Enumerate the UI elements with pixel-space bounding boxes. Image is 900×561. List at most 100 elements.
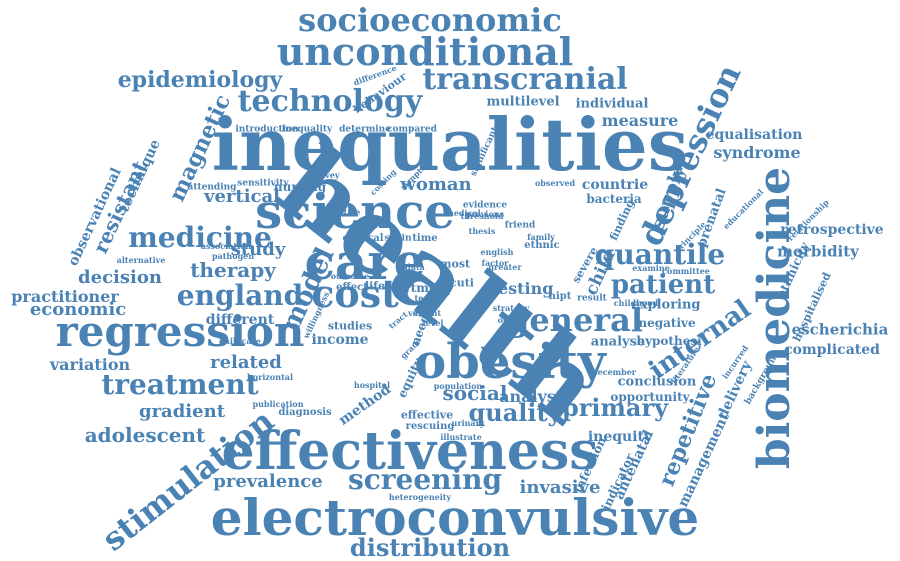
word-data: data xyxy=(405,262,425,272)
word-effectiveness: effectiveness xyxy=(221,421,599,482)
word-social: social xyxy=(442,381,508,405)
word-nipt: nipt xyxy=(548,291,572,302)
word-english: english xyxy=(480,247,514,257)
word-general: general xyxy=(506,301,644,339)
word-introduction: introduction xyxy=(235,124,299,135)
word-attending: attending xyxy=(187,182,237,193)
word-population: population xyxy=(433,381,483,391)
word-value: value xyxy=(408,308,432,318)
word-friend: friend xyxy=(504,220,536,231)
word-effective: effective xyxy=(400,408,454,422)
word-life: life xyxy=(364,279,386,293)
word-medical: medical xyxy=(445,208,481,218)
word-inequalities: inequalities xyxy=(211,102,689,187)
word-quality: quality xyxy=(468,398,562,427)
word-thesis: thesis xyxy=(468,226,496,236)
word-study: study xyxy=(230,239,286,260)
word-quantile: quantile xyxy=(594,238,726,271)
word-exploring: exploring xyxy=(631,297,701,313)
word-outcome: outcome xyxy=(330,271,370,281)
word-income: income xyxy=(311,332,369,348)
word-effect: effect xyxy=(336,282,368,293)
word-science: science xyxy=(255,184,455,240)
word-practice: practice xyxy=(323,207,361,217)
word-unconditional: unconditional xyxy=(276,29,574,74)
word-threshold: threshold xyxy=(460,211,504,221)
word-family: family xyxy=(527,232,555,242)
word-regression: regression xyxy=(55,307,305,356)
word-result: result xyxy=(577,293,607,304)
word-medicine: medicine xyxy=(128,221,272,254)
word-measure: measure xyxy=(601,111,679,130)
word-most: most xyxy=(439,257,471,271)
word-transcranial: transcranial xyxy=(422,62,628,97)
word-morbidity: morbidity xyxy=(777,242,859,261)
word-extent: extent xyxy=(412,308,442,318)
word-complicated: complicated xyxy=(784,342,880,358)
word-hospital: hospital xyxy=(353,380,391,390)
word-association: association xyxy=(200,241,252,251)
word-syndrome: syndrome xyxy=(713,143,801,162)
word-cell: cell xyxy=(433,287,451,297)
word-gradient: gradient xyxy=(138,401,226,422)
word-electroconvulsive: electroconvulsive xyxy=(210,488,700,547)
word-cost: cost xyxy=(311,271,399,316)
word-screening: screening xyxy=(347,463,503,496)
word-negative: negative xyxy=(638,316,696,330)
word-analyse: analyse xyxy=(590,334,646,350)
word-ethnic: ethnic xyxy=(524,240,560,251)
word-level: level xyxy=(422,318,444,328)
word-strategy: strategy xyxy=(492,303,530,313)
word-previous: previous xyxy=(465,209,505,219)
word-therapy: therapy xyxy=(190,258,276,282)
word-compared: compared xyxy=(387,124,437,135)
word-urinary: urinary xyxy=(451,418,485,428)
word-time: time xyxy=(412,233,438,244)
word-rtms: rtms xyxy=(404,281,436,295)
word-biomedicine: biomedicine xyxy=(749,166,800,470)
word-examine: examine xyxy=(632,263,670,273)
word-vertical: vertical xyxy=(203,186,281,207)
word-childcare: childcare xyxy=(219,336,261,346)
word-determine: determine xyxy=(339,124,391,135)
word-option: option xyxy=(497,315,527,325)
word-different: different xyxy=(205,312,275,328)
word-heterogeneity: heterogeneity xyxy=(388,492,452,502)
word-pathogen: pathogen xyxy=(211,251,255,261)
word-evidence: evidence xyxy=(462,200,508,211)
word-conclusion: conclusion xyxy=(617,374,697,390)
word-test: test xyxy=(414,293,432,303)
word-studies: studies xyxy=(327,319,373,333)
word-testing: testing xyxy=(490,279,554,298)
word-individual: individual xyxy=(575,96,649,112)
word-inequality: inequality xyxy=(281,124,333,135)
word-prevalence: prevalence xyxy=(213,471,323,492)
word-multilevel: multilevel xyxy=(486,94,560,110)
word-economic: economic xyxy=(29,299,127,320)
word-countrie: countrie xyxy=(581,177,649,193)
word-patient: patient xyxy=(610,270,716,300)
word-december: december xyxy=(591,367,637,377)
word-horizontal: horizontal xyxy=(246,372,294,382)
word-escherichia: escherichia xyxy=(791,320,889,339)
word-practitioner: practitioner xyxy=(11,287,119,306)
word-distribution: distribution xyxy=(349,533,511,561)
word-variation: variation xyxy=(49,355,131,374)
word-socioeconomic: socioeconomic xyxy=(298,1,562,39)
word-spain: spain xyxy=(384,233,412,244)
word-adolescent: adolescent xyxy=(84,423,206,447)
word-nursing: nursing xyxy=(273,180,327,194)
word-obesity: obesity xyxy=(414,334,606,390)
word-technology: technology xyxy=(237,84,423,119)
word-decision: decision xyxy=(78,267,162,288)
word-bacteria: bacteria xyxy=(586,192,642,206)
word-england: england xyxy=(176,279,304,312)
word-publication: publication xyxy=(252,399,304,409)
word-retrospective: retrospective xyxy=(780,222,884,238)
word-inequity: inequity xyxy=(587,429,653,445)
word-diagnosis: diagnosis xyxy=(278,407,332,418)
word-opportunity: opportunity xyxy=(610,390,690,404)
word-committee: committee xyxy=(662,266,710,276)
word-analysis: analysis xyxy=(499,387,571,406)
